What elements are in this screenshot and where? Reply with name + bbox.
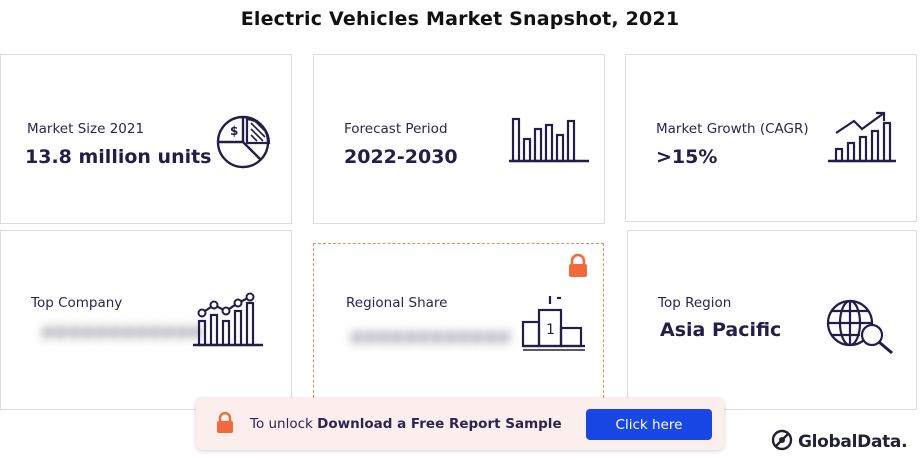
market-growth-value: >15% (656, 146, 718, 168)
top-company-value-hidden: ############ (41, 323, 202, 342)
click-here-button[interactable]: Click here (586, 409, 712, 440)
brand-name: GlobalData. (798, 432, 908, 452)
market-growth-label: Market Growth (CAGR) (656, 121, 809, 137)
regional-share-label: Regional Share (346, 295, 448, 311)
bar-chart-icon (509, 115, 593, 165)
card-top-company: Top Company ############ (0, 230, 292, 410)
top-company-label: Top Company (31, 295, 123, 311)
globe-search-icon (824, 297, 900, 355)
unlock-cta-text: Download a Free Report Sample (317, 416, 562, 432)
market-size-label: Market Size 2021 (27, 121, 145, 137)
card-market-size: Market Size 2021 13.8 million units $ (0, 54, 292, 224)
forecast-period-label: Forecast Period (344, 121, 448, 137)
card-regional-share: Regional Share ############ 1 (313, 243, 604, 403)
svg-text:1: 1 (546, 322, 555, 338)
regional-share-value-hidden: ############ (350, 328, 511, 347)
line-bar-chart-icon (191, 291, 271, 351)
card-forecast-period: Forecast Period 2022-2030 (313, 54, 605, 224)
top-region-value: Asia Pacific (660, 319, 782, 341)
growth-chart-arrow-icon (826, 109, 898, 167)
card-top-region: Top Region Asia Pacific (627, 230, 917, 410)
unlock-prefix: To unlock (250, 416, 318, 432)
podium-icon: 1 (519, 294, 589, 352)
top-region-label: Top Region (658, 295, 732, 311)
globaldata-mark-icon (770, 428, 794, 456)
unlock-text: To unlock Download a Free Report Sample (250, 416, 562, 432)
market-size-value: 13.8 million units (25, 146, 212, 168)
svg-text:$: $ (230, 124, 238, 138)
forecast-period-value: 2022-2030 (344, 146, 458, 168)
lock-icon (216, 412, 234, 434)
page-title: Electric Vehicles Market Snapshot, 2021 (240, 8, 680, 30)
globaldata-logo: GlobalData. (770, 428, 908, 456)
pie-chart-dollar-icon: $ (209, 113, 277, 171)
card-market-growth: Market Growth (CAGR) >15% (625, 54, 917, 222)
unlock-banner: To unlock Download a Free Report Sample … (196, 398, 724, 450)
lock-icon (567, 253, 589, 282)
